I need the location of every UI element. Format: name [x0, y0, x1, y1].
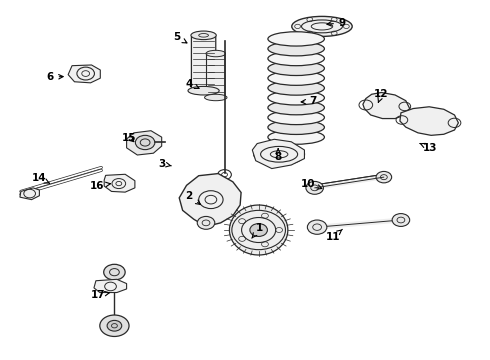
Ellipse shape: [292, 17, 352, 36]
Ellipse shape: [268, 41, 324, 56]
Text: 7: 7: [301, 96, 317, 107]
Circle shape: [100, 315, 129, 337]
Polygon shape: [363, 93, 410, 118]
Text: 15: 15: [122, 133, 137, 143]
Circle shape: [250, 224, 268, 237]
Text: 10: 10: [301, 179, 322, 189]
Circle shape: [107, 320, 122, 331]
Ellipse shape: [268, 130, 324, 144]
Ellipse shape: [268, 91, 324, 105]
Text: 16: 16: [90, 181, 110, 191]
FancyBboxPatch shape: [192, 36, 216, 90]
Polygon shape: [104, 174, 135, 192]
Ellipse shape: [204, 94, 227, 101]
Text: 13: 13: [420, 143, 438, 153]
Ellipse shape: [191, 31, 216, 40]
Circle shape: [307, 220, 327, 234]
Ellipse shape: [268, 100, 324, 115]
Ellipse shape: [268, 71, 324, 85]
Text: 6: 6: [47, 72, 63, 82]
FancyBboxPatch shape: [206, 54, 225, 97]
Circle shape: [135, 135, 155, 150]
Polygon shape: [229, 205, 288, 255]
Text: 14: 14: [32, 173, 49, 183]
Ellipse shape: [268, 111, 324, 125]
Text: 5: 5: [173, 32, 187, 43]
Circle shape: [306, 181, 323, 194]
Circle shape: [376, 171, 392, 183]
Polygon shape: [179, 174, 241, 226]
Ellipse shape: [268, 51, 324, 66]
Ellipse shape: [206, 50, 225, 57]
Polygon shape: [94, 279, 126, 293]
Ellipse shape: [254, 144, 304, 165]
Ellipse shape: [188, 86, 219, 95]
Ellipse shape: [268, 81, 324, 95]
Ellipse shape: [268, 120, 324, 134]
Ellipse shape: [268, 61, 324, 76]
Polygon shape: [68, 65, 100, 83]
Polygon shape: [252, 139, 304, 168]
Text: 11: 11: [325, 229, 343, 242]
Circle shape: [104, 264, 125, 280]
Text: 8: 8: [274, 149, 282, 162]
Text: 9: 9: [327, 18, 346, 28]
Text: 12: 12: [374, 89, 389, 102]
Circle shape: [392, 213, 410, 226]
Polygon shape: [126, 131, 162, 155]
Text: 17: 17: [91, 290, 109, 300]
Text: 1: 1: [252, 223, 263, 238]
Polygon shape: [400, 107, 459, 135]
Circle shape: [197, 216, 215, 229]
Ellipse shape: [268, 32, 324, 46]
Text: 3: 3: [159, 159, 171, 169]
Polygon shape: [20, 188, 39, 200]
Text: 4: 4: [185, 78, 199, 89]
Text: 2: 2: [185, 191, 200, 204]
